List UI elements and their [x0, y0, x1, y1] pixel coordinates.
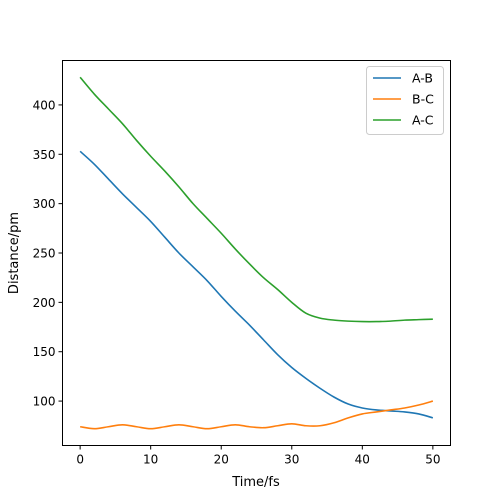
- legend-box: [366, 66, 444, 135]
- x-tick-label: 20: [214, 453, 229, 467]
- y-tick-label: 400: [33, 98, 56, 112]
- legend-label-a-c: A-C: [412, 113, 434, 128]
- x-tick-label: 50: [425, 453, 440, 467]
- x-tick-label: 30: [284, 453, 299, 467]
- legend-label-a-b: A-B: [412, 71, 433, 86]
- y-tick-label: 350: [33, 148, 56, 162]
- y-axis-label: Distance/pm: [7, 212, 22, 294]
- x-axis-label: Time/fs: [231, 475, 280, 490]
- series-line-a-c: [79, 76, 433, 323]
- y-tick-label: 300: [33, 197, 56, 211]
- legend-label-b-c: B-C: [412, 92, 434, 107]
- series-layer: [79, 76, 434, 430]
- series-line-b-c: [80, 400, 434, 430]
- y-tick-label: 250: [33, 247, 56, 261]
- legend: A-B B-C A-C: [366, 66, 444, 135]
- ticks-layer: 0 10 20 30 40 50 100 150 200 250 300 350 400: [33, 98, 441, 466]
- series-line-a-b: [79, 150, 434, 419]
- y-tick-label: 150: [33, 345, 56, 359]
- y-tick-label: 100: [33, 395, 56, 409]
- y-tick-label: 200: [33, 296, 56, 310]
- x-tick-label: 0: [76, 453, 84, 467]
- x-tick-label: 10: [143, 453, 158, 467]
- x-tick-label: 40: [355, 453, 370, 467]
